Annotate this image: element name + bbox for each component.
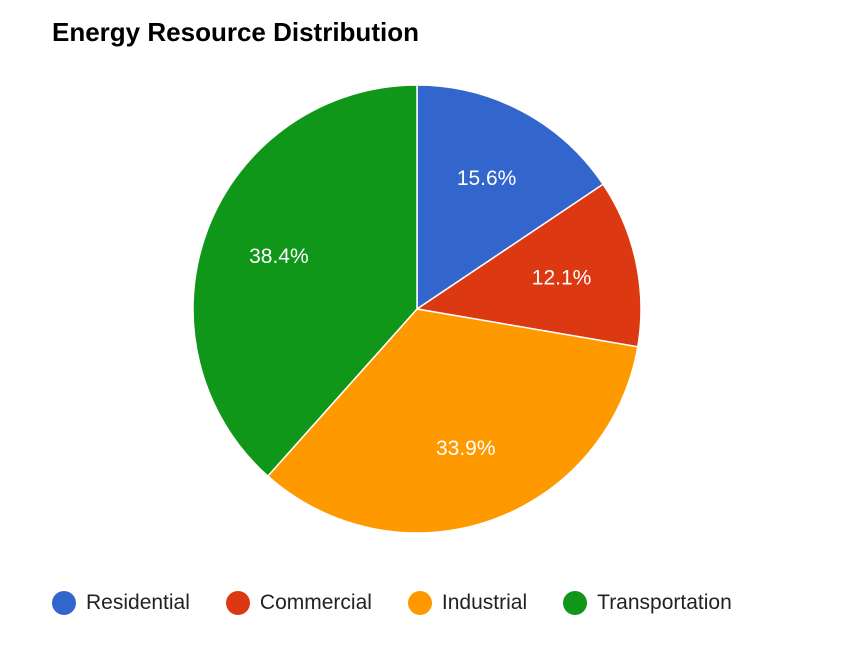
slice-label-residential: 15.6%: [457, 167, 517, 190]
legend-label-residential: Residential: [86, 591, 190, 614]
legend-label-industrial: Industrial: [441, 591, 528, 614]
legend-swatch-industrial: [407, 591, 432, 615]
pie-slice-residential[interactable]: [416, 84, 605, 311]
legend-swatch-commercial: [225, 591, 250, 615]
chart-title: Energy Resource Distribution: [52, 17, 419, 47]
legend-label-commercial: Commercial: [259, 591, 372, 614]
slice-label-industrial: 33.9%: [436, 437, 496, 460]
legend-swatch-transportation: [563, 591, 588, 615]
legend-item-transportation[interactable]: Transportation: [563, 591, 732, 615]
pie-slice-transportation[interactable]: [192, 84, 418, 478]
pie-slice-commercial[interactable]: [415, 183, 642, 348]
legend-item-residential[interactable]: Residential: [52, 591, 190, 615]
legend-item-commercial[interactable]: Commercial: [225, 591, 372, 615]
legend: Residential Commercial Industrial Transp…: [52, 588, 768, 618]
legend-label-transportation: Transportation: [597, 591, 732, 614]
pie-chart: 15.6% 12.1% 33.9% 38.4%: [192, 84, 642, 534]
legend-swatch-residential: [52, 591, 76, 615]
pie-slice-industrial[interactable]: [266, 308, 639, 534]
legend-item-industrial[interactable]: Industrial: [407, 591, 528, 615]
slice-label-transportation: 38.4%: [249, 245, 309, 268]
slice-label-commercial: 12.1%: [532, 267, 592, 290]
